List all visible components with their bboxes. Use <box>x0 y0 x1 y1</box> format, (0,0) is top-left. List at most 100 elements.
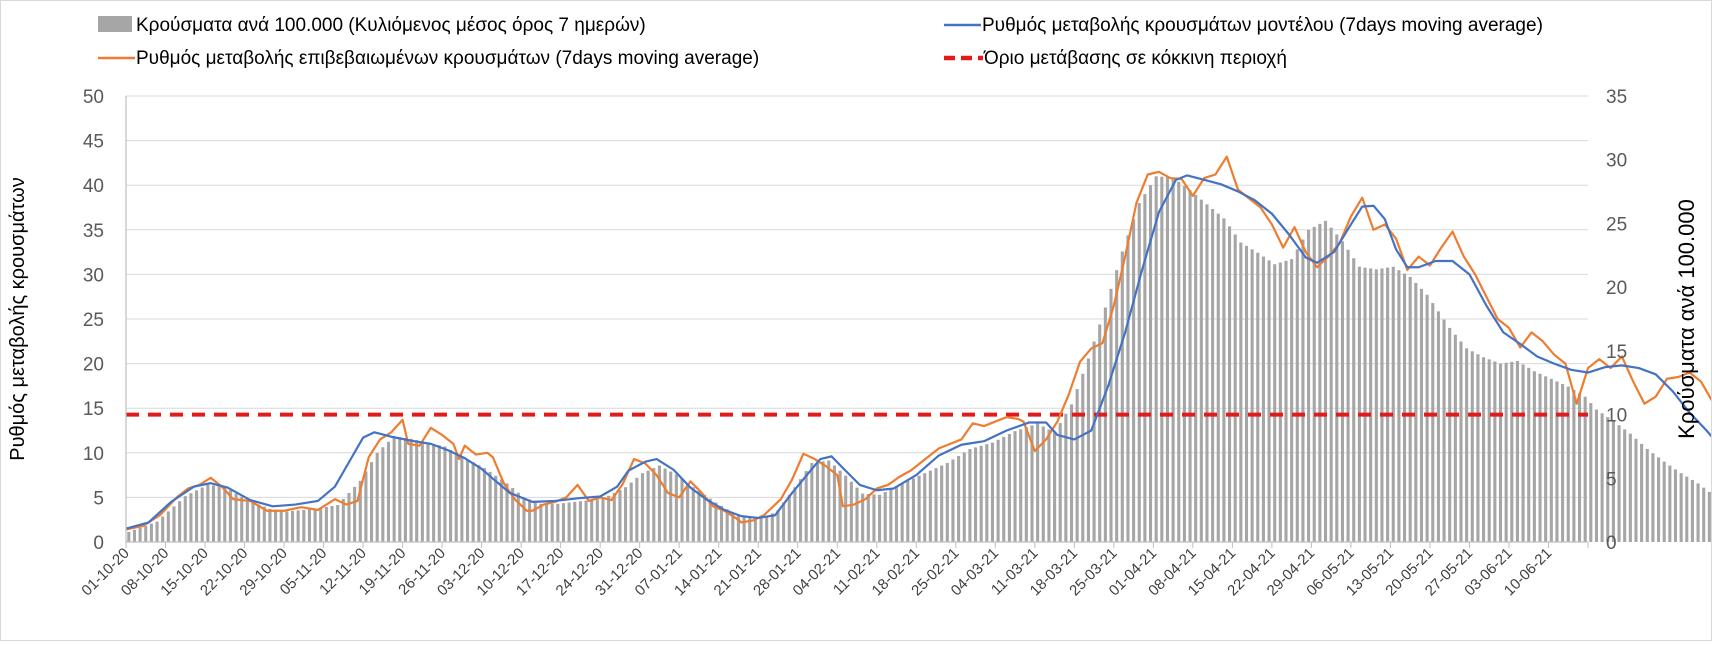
bar <box>1171 177 1175 543</box>
bar <box>1532 371 1536 542</box>
bar <box>1030 425 1034 542</box>
bar <box>1510 361 1514 542</box>
bar <box>1645 448 1649 542</box>
bar <box>420 441 424 542</box>
bar <box>1222 218 1226 542</box>
bar <box>1318 223 1322 542</box>
bar <box>1352 258 1356 542</box>
bar <box>1419 288 1424 542</box>
bar <box>228 490 232 542</box>
bar <box>178 501 182 542</box>
bar <box>138 527 142 542</box>
bar <box>1165 177 1170 542</box>
bar <box>257 504 261 542</box>
bar <box>1538 373 1542 542</box>
bar <box>759 516 763 542</box>
legend-item-model: Ρυθμός μεταβολής κρουσμάτων μοντέλου (7d… <box>944 15 1543 36</box>
bar <box>1244 245 1249 542</box>
bar <box>324 506 328 542</box>
right-tick-label: 15 <box>1606 342 1627 363</box>
bar <box>386 441 391 542</box>
bar <box>1024 427 1028 542</box>
bar-series <box>127 176 1711 543</box>
bar <box>274 509 278 542</box>
bar <box>849 481 853 542</box>
bar <box>832 465 836 542</box>
bar <box>776 510 780 542</box>
bar <box>1470 351 1474 542</box>
legend-label-model: Ρυθμός μεταβολής κρουσμάτων μοντέλου (7d… <box>982 15 1543 36</box>
bar <box>1075 389 1079 542</box>
bar <box>742 516 746 542</box>
left-tick-label: 15 <box>83 399 104 420</box>
bar <box>940 465 944 542</box>
bar <box>1673 469 1678 542</box>
bar <box>1442 319 1446 542</box>
bar <box>195 490 199 542</box>
bar <box>1194 194 1198 542</box>
bar <box>1323 220 1328 542</box>
model-line <box>125 174 1712 530</box>
bar <box>1335 234 1339 542</box>
bar <box>544 503 549 542</box>
bar <box>1515 361 1519 542</box>
bar <box>810 462 814 542</box>
bar <box>477 465 481 542</box>
left-tick-label: 10 <box>83 444 104 465</box>
bar <box>1307 229 1311 543</box>
bar <box>652 468 656 542</box>
bar <box>1651 453 1655 542</box>
bar <box>1555 381 1559 542</box>
bar <box>1261 256 1265 542</box>
bar <box>279 510 283 542</box>
bar <box>861 493 865 542</box>
bar <box>708 498 712 542</box>
bar <box>1572 389 1576 542</box>
bar <box>1233 234 1237 542</box>
bar <box>1160 176 1164 542</box>
bar <box>415 440 419 542</box>
bar <box>290 510 295 542</box>
y-axis-label-right: Κρούσματα ανά 100.000 <box>1674 199 1699 439</box>
bar <box>1228 226 1232 542</box>
bar <box>1086 358 1090 542</box>
bar <box>183 496 187 542</box>
bar <box>595 499 599 542</box>
bar <box>307 509 311 542</box>
bar <box>1081 373 1085 542</box>
bar <box>612 492 616 542</box>
bar <box>646 470 650 542</box>
bar <box>200 487 204 542</box>
bar <box>561 503 566 542</box>
bar <box>1408 276 1412 542</box>
bar <box>1493 361 1497 542</box>
bar <box>1482 357 1486 542</box>
bar <box>607 495 611 542</box>
left-tick-label: 40 <box>83 176 104 197</box>
bar <box>166 511 170 542</box>
bar <box>528 499 532 542</box>
bar <box>804 471 808 542</box>
right-tick-label: 20 <box>1606 278 1627 299</box>
bar <box>1640 443 1644 542</box>
bar <box>319 507 323 542</box>
bar <box>132 529 137 542</box>
bar <box>748 517 752 542</box>
right-tick-label: 5 <box>1606 469 1617 490</box>
bar <box>313 508 317 542</box>
bar <box>556 503 560 542</box>
bar <box>1019 429 1023 542</box>
left-tick-label: 25 <box>83 310 104 331</box>
bar <box>765 516 769 542</box>
bar <box>1634 438 1638 542</box>
bar <box>1544 376 1548 542</box>
bar <box>1369 268 1373 542</box>
bar <box>719 505 724 542</box>
bar <box>686 482 690 542</box>
bar <box>782 502 786 542</box>
bar <box>1527 367 1531 542</box>
bar <box>234 493 238 542</box>
y-axis-label-left: Ρυθμός μεταβολής κρουσμάτων <box>7 177 29 461</box>
bar <box>674 474 678 542</box>
bar <box>1041 426 1045 542</box>
